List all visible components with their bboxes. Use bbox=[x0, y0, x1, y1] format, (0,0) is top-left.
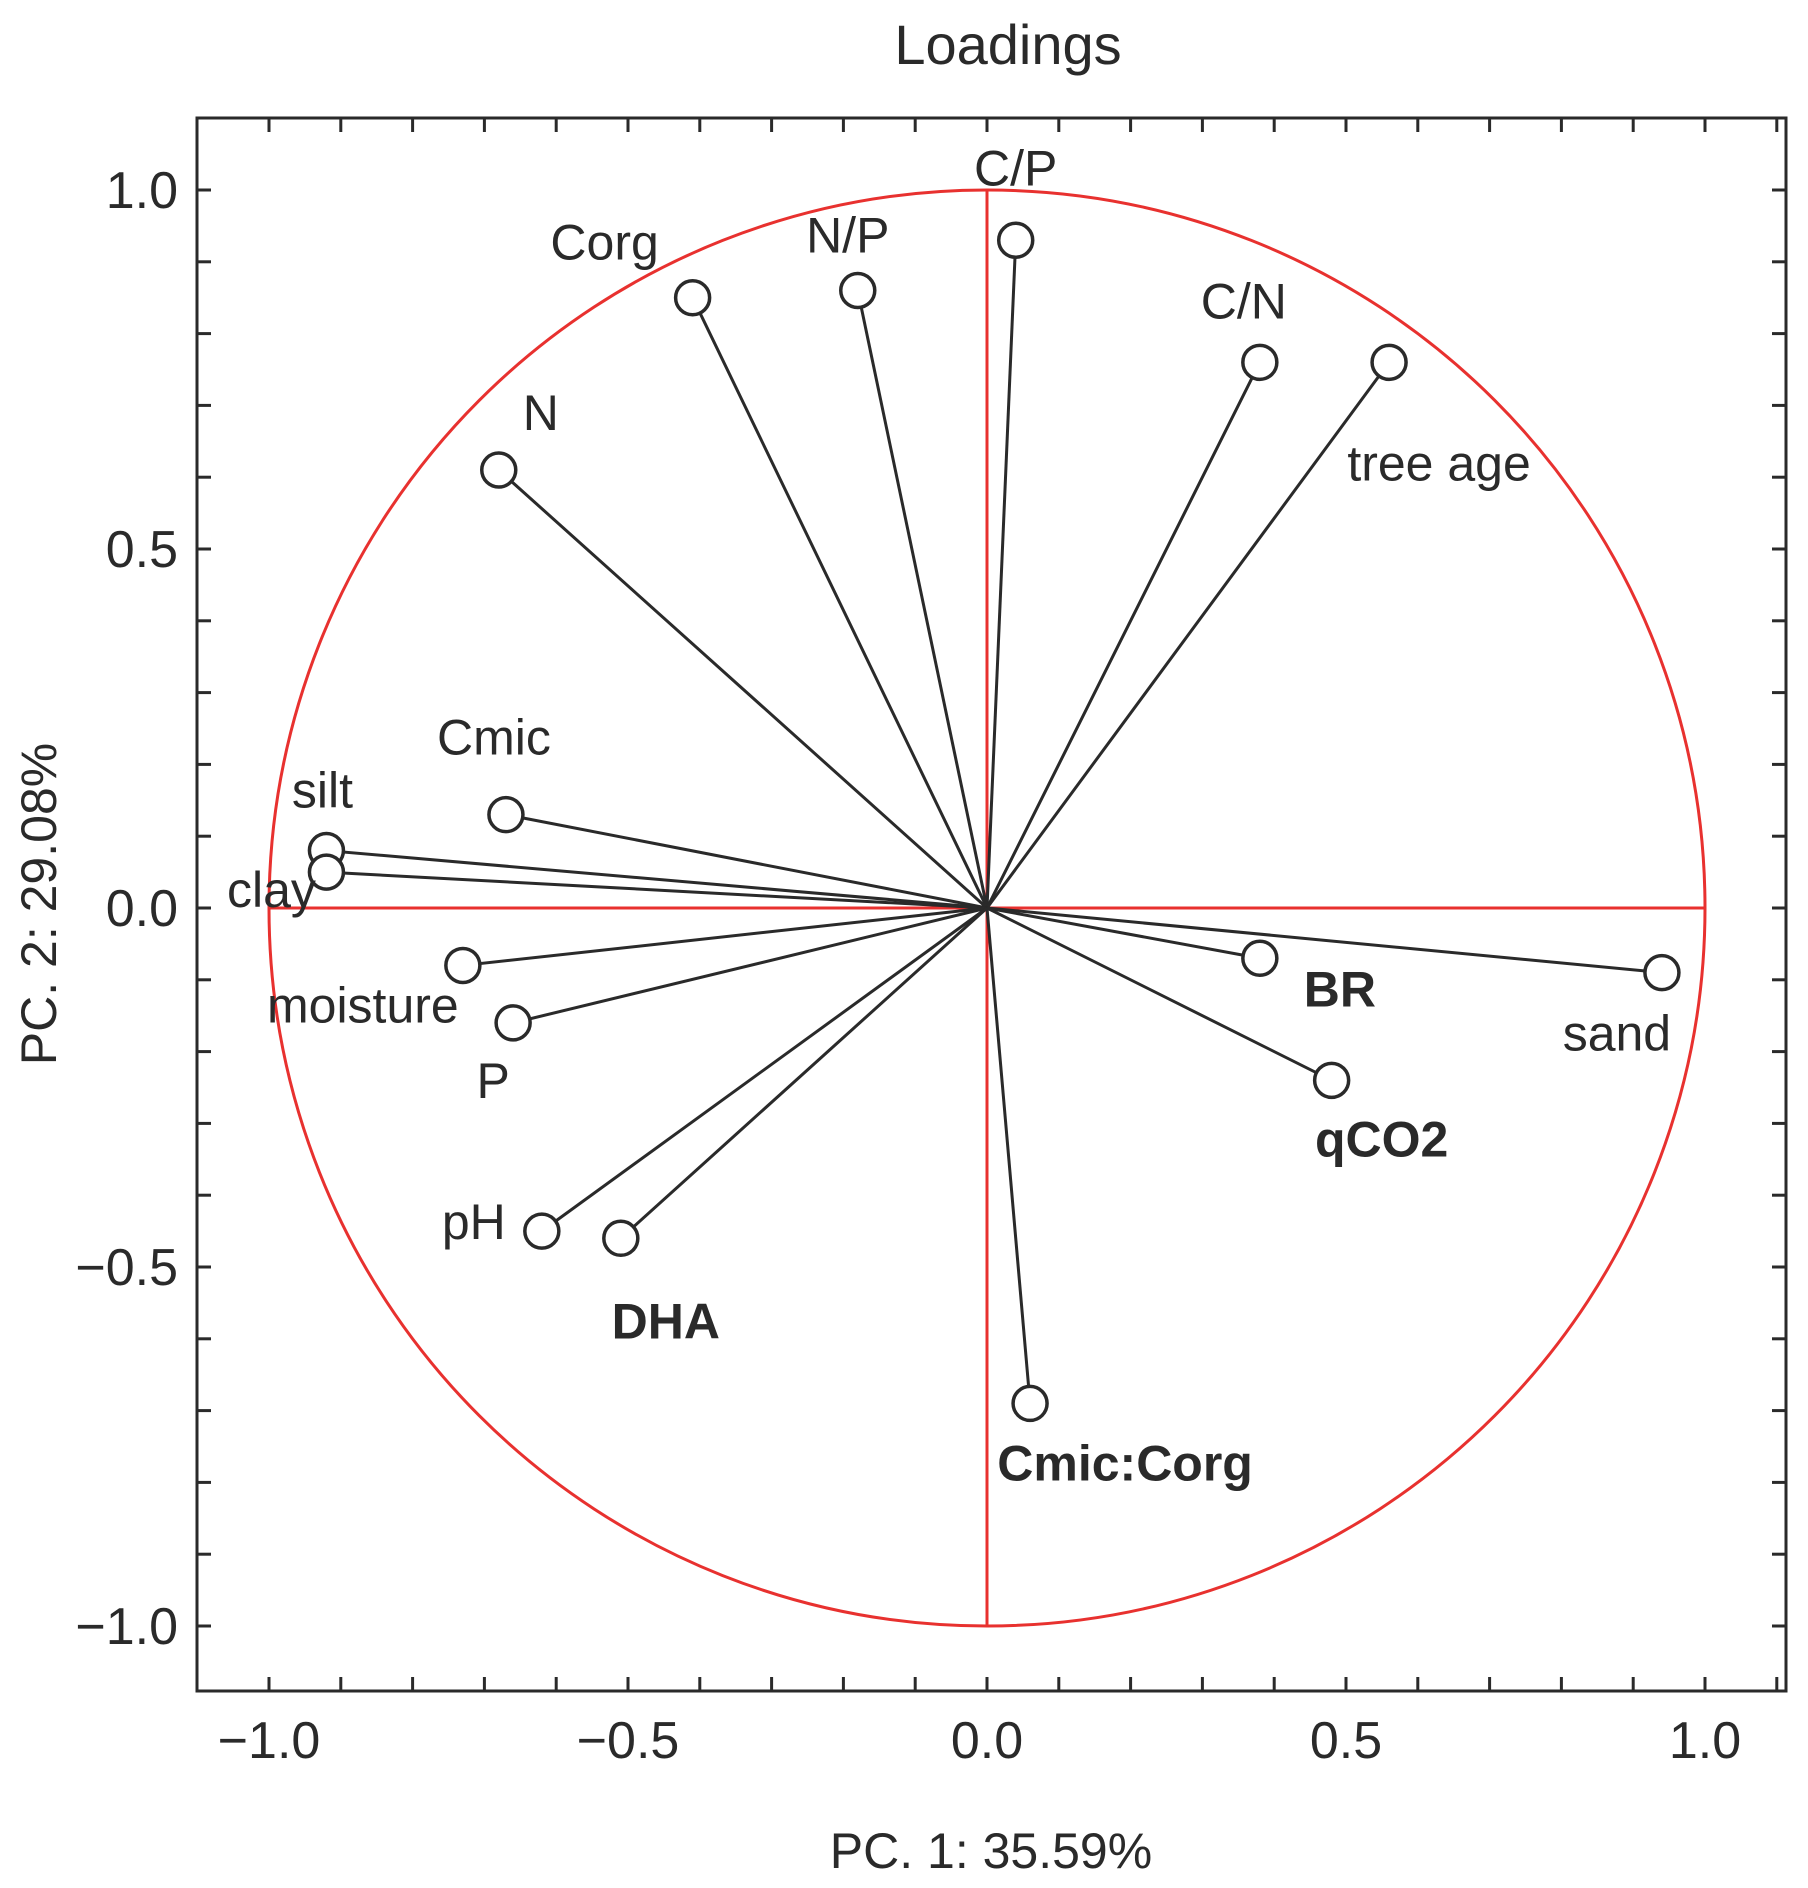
loading-point bbox=[487, 795, 525, 834]
loadings-layer: C/P N/P Corg C/N tree age N Cmic silt clay moistu… bbox=[227, 140, 1681, 1491]
loading-point bbox=[480, 451, 518, 489]
loading-point bbox=[1312, 1061, 1351, 1100]
loading-vector bbox=[505, 813, 988, 910]
x-tick-label: −1.0 bbox=[218, 1712, 321, 1770]
loading-c-n: C/N bbox=[985, 273, 1287, 909]
loading-vector bbox=[326, 849, 988, 910]
loading-label: tree age bbox=[1347, 435, 1530, 491]
x-axis-label: PC. 1: 35.59% bbox=[830, 1823, 1152, 1879]
loading-vector bbox=[540, 906, 988, 1233]
loading-label: pH bbox=[442, 1194, 506, 1250]
loading-point bbox=[839, 271, 877, 310]
loading-label: N bbox=[523, 385, 559, 441]
loading-vector bbox=[497, 468, 989, 910]
loading-ph: pH bbox=[442, 906, 988, 1250]
loading-label: C/N bbox=[1201, 273, 1287, 329]
loading-p: P bbox=[476, 906, 988, 1109]
loading-cmic: Cmic bbox=[437, 710, 988, 910]
x-tick-label: 0.5 bbox=[1310, 1712, 1382, 1770]
loading-point bbox=[1370, 343, 1408, 382]
x-tick-label: −0.5 bbox=[577, 1712, 680, 1770]
loading-tree-age: tree age bbox=[985, 343, 1531, 909]
loading-vector bbox=[986, 906, 1261, 960]
loading-label: sand bbox=[1563, 1006, 1671, 1062]
loading-vector bbox=[985, 240, 1018, 909]
loading-vector bbox=[985, 361, 1391, 909]
chart-title: Loadings bbox=[894, 13, 1121, 76]
loading-point bbox=[1241, 343, 1279, 382]
loading-n-p: N/P bbox=[806, 208, 989, 909]
loading-moisture: moisture bbox=[267, 906, 988, 1033]
loading-vector bbox=[691, 297, 989, 909]
loading-vector bbox=[856, 290, 989, 909]
y-tick-label: −0.5 bbox=[75, 1239, 178, 1297]
loading-point bbox=[996, 221, 1035, 260]
loading-label: C/P bbox=[974, 140, 1057, 196]
loading-sand: sand bbox=[986, 906, 1681, 1062]
loading-vector bbox=[986, 906, 1663, 975]
loading-vector bbox=[512, 906, 988, 1025]
tick-labels-layer: −1.0 −0.5 0.0 0.5 1.0 −1.0 −0.5 0.0 0.5 1.0 bbox=[75, 162, 1741, 1770]
loading-dha: DHA bbox=[602, 906, 989, 1349]
loading-vector bbox=[619, 906, 989, 1240]
loading-vector bbox=[986, 906, 1333, 1082]
loading-silt: silt bbox=[292, 763, 988, 910]
loading-point bbox=[602, 1219, 640, 1258]
loading-label: silt bbox=[292, 763, 353, 819]
loading-vector bbox=[326, 870, 988, 910]
loading-label: clay bbox=[227, 862, 316, 918]
loading-label: Cmic bbox=[437, 710, 551, 766]
loading-n: N bbox=[480, 385, 989, 910]
loading-label: qCO2 bbox=[1315, 1111, 1448, 1167]
loading-label: moisture bbox=[267, 977, 459, 1033]
y-tick-label: 1.0 bbox=[106, 162, 178, 220]
loading-label: Cmic:Corg bbox=[997, 1435, 1253, 1491]
loading-cmic-corg: Cmic:Corg bbox=[985, 907, 1253, 1491]
loading-point bbox=[307, 853, 346, 891]
loading-point bbox=[673, 278, 712, 317]
loading-corg: Corg bbox=[550, 215, 989, 909]
x-tick-label: 1.0 bbox=[1669, 1712, 1741, 1770]
loading-qco2: qCO2 bbox=[986, 906, 1448, 1167]
y-tick-label: 0.5 bbox=[106, 521, 178, 579]
plot-frame bbox=[195, 116, 1788, 1693]
ticks-layer bbox=[197, 118, 1786, 1691]
loading-label: Corg bbox=[550, 215, 658, 271]
loading-point bbox=[1011, 1384, 1049, 1423]
loading-point bbox=[1643, 953, 1681, 992]
y-tick-label: −1.0 bbox=[75, 1598, 178, 1656]
loading-label: N/P bbox=[806, 208, 889, 264]
loading-point bbox=[1241, 939, 1279, 978]
loading-vector bbox=[985, 907, 1032, 1404]
x-tick-label: 0.0 bbox=[951, 1712, 1023, 1770]
loading-label: P bbox=[476, 1053, 509, 1109]
loading-clay: clay bbox=[227, 853, 988, 918]
loading-point bbox=[444, 946, 482, 985]
loading-point bbox=[494, 1004, 532, 1042]
loading-vector bbox=[462, 906, 988, 967]
loading-vector bbox=[985, 361, 1262, 909]
y-axis-label: PC. 2: 29.08% bbox=[11, 743, 67, 1065]
loading-label: BR bbox=[1304, 961, 1376, 1017]
loading-label: DHA bbox=[612, 1293, 720, 1349]
loading-br: BR bbox=[986, 906, 1376, 1017]
loading-c-p: C/P bbox=[974, 140, 1057, 909]
y-tick-label: 0.0 bbox=[106, 880, 178, 938]
loading-point bbox=[523, 1212, 561, 1250]
